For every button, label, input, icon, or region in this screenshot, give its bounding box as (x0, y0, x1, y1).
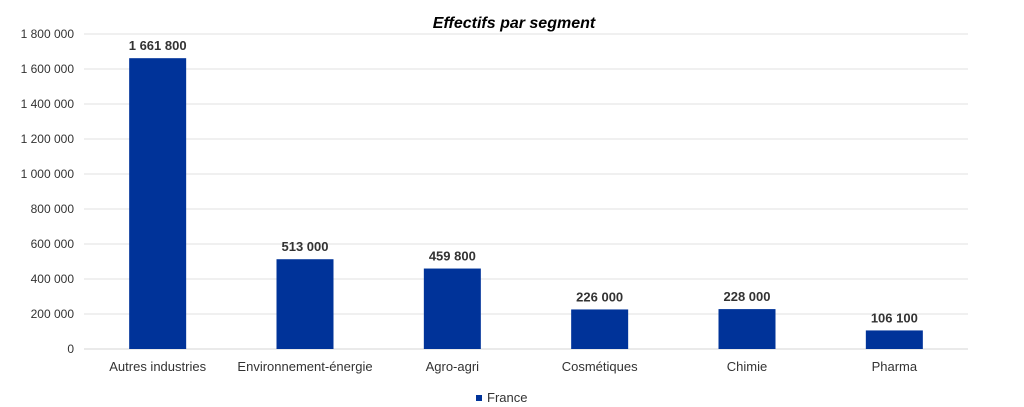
data-label: 513 000 (282, 239, 329, 254)
y-tick-label: 800 000 (31, 202, 75, 216)
y-tick-label: 0 (67, 342, 74, 356)
y-tick-label: 600 000 (31, 237, 75, 251)
bar (276, 259, 334, 349)
y-tick-label: 400 000 (31, 272, 75, 286)
x-tick-label: Agro-agri (426, 359, 480, 374)
data-label: 226 000 (576, 289, 623, 304)
bar (423, 268, 481, 349)
y-tick-label: 200 000 (31, 307, 75, 321)
y-tick-label: 1 000 000 (21, 167, 75, 181)
x-tick-label: Cosmétiques (562, 359, 638, 374)
bar (571, 309, 629, 349)
chart-title: Effectifs par segment (433, 15, 596, 32)
x-tick-label: Environnement-énergie (237, 359, 372, 374)
x-tick-label: Chimie (727, 359, 767, 374)
bars (129, 58, 923, 350)
y-axis-ticks: 0 200 000 400 000 600 000 800 000 1 000 000 1 … (21, 27, 75, 356)
data-label: 106 100 (871, 310, 918, 325)
data-label: 459 800 (429, 249, 476, 264)
data-label: 1 661 800 (129, 38, 187, 53)
y-tick-label: 1 800 000 (21, 27, 75, 41)
data-label: 228 000 (724, 289, 771, 304)
data-labels: 1 661 800 513 000 459 800 226 000 228 000 106… (129, 38, 918, 325)
y-tick-label: 1 600 000 (21, 62, 75, 76)
x-tick-label: Pharma (872, 359, 918, 374)
bar (865, 330, 923, 349)
y-tick-label: 1 200 000 (21, 132, 75, 146)
grid-lines (84, 33, 968, 350)
bar (129, 58, 187, 350)
x-axis-ticks: Autres industries Environnement-énergie Ag… (109, 359, 918, 374)
x-tick-label: Autres industries (109, 359, 206, 374)
y-tick-label: 1 400 000 (21, 97, 75, 111)
legend-swatch-france (476, 395, 482, 401)
legend-label-france: France (487, 390, 527, 405)
bar (718, 309, 776, 349)
legend: France (476, 390, 527, 405)
